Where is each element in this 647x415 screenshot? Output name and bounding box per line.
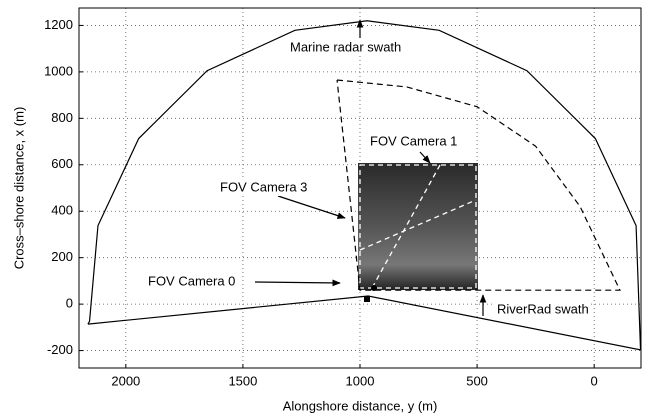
annotation: RiverRad swath <box>497 301 589 316</box>
y-tick-label: 200 <box>51 249 73 264</box>
y-tick-label: -200 <box>47 342 73 357</box>
annotation: FOV Camera 1 <box>370 133 457 148</box>
y-tick-label: 1200 <box>44 17 73 32</box>
annotation: Marine radar swath <box>290 39 401 54</box>
x-tick-label: 0 <box>591 373 598 388</box>
annotation: FOV Camera 3 <box>220 179 307 194</box>
page: Alongshore distance, y (m) Cross–shore d… <box>0 0 647 415</box>
x-tick-label: 1000 <box>346 373 375 388</box>
y-tick-label: 800 <box>51 110 73 125</box>
y-tick-label: 0 <box>66 296 73 311</box>
y-axis-label: Cross–shore distance, x (m) <box>11 107 26 270</box>
annotation: FOV Camera 0 <box>148 273 235 288</box>
x-tick-label: 1500 <box>228 373 257 388</box>
x-tick-label: 2000 <box>111 373 140 388</box>
y-tick-label: 1000 <box>44 63 73 78</box>
camera-image <box>358 163 478 290</box>
x-tick-label: 500 <box>466 373 488 388</box>
x-axis-label: Alongshore distance, y (m) <box>283 398 438 413</box>
y-tick-label: 400 <box>51 203 73 218</box>
y-tick-label: 600 <box>51 156 73 171</box>
chart: Alongshore distance, y (m) Cross–shore d… <box>0 0 647 415</box>
